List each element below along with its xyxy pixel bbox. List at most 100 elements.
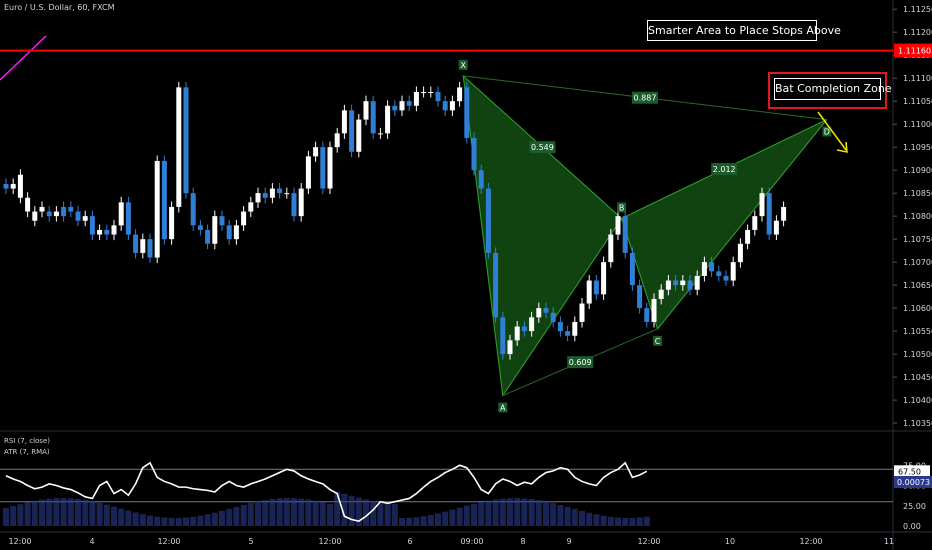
candle-body bbox=[89, 216, 95, 235]
atr-bar bbox=[406, 517, 413, 526]
time-tick-label: 9 bbox=[566, 537, 571, 546]
atr-last-value: 0.00073 bbox=[897, 478, 930, 487]
price-tick-label: 1.11050 bbox=[903, 97, 932, 106]
atr-bar bbox=[298, 498, 305, 526]
candle-body bbox=[428, 91, 434, 93]
time-tick-label: 12:00 bbox=[799, 537, 822, 546]
magenta-trendline bbox=[0, 35, 47, 81]
atr-bar bbox=[528, 499, 535, 526]
pattern-point-d: D bbox=[824, 128, 830, 137]
candle-body bbox=[241, 211, 247, 226]
atr-bar bbox=[557, 504, 564, 526]
arrow-shaft bbox=[817, 111, 847, 151]
candle-body bbox=[370, 101, 376, 134]
ratio-box bbox=[632, 91, 658, 104]
rsi-tick-label: 25.00 bbox=[903, 502, 926, 511]
price-tick-label: 1.11200 bbox=[903, 28, 932, 37]
candle-body bbox=[644, 308, 650, 322]
atr-bar bbox=[550, 503, 557, 526]
atr-bar bbox=[24, 502, 31, 526]
candle-body bbox=[356, 119, 362, 152]
pattern-point-box bbox=[617, 202, 627, 213]
candle-body bbox=[392, 105, 398, 111]
atr-bar bbox=[111, 506, 117, 526]
time-tick-label: 12:00 bbox=[8, 537, 31, 546]
candle-body bbox=[46, 211, 52, 217]
atr-bar bbox=[139, 514, 146, 526]
price-tick-label: 1.10600 bbox=[903, 304, 932, 313]
atr-bar bbox=[60, 498, 67, 526]
candle-body bbox=[651, 298, 657, 322]
candle-body bbox=[507, 340, 513, 355]
candle-body bbox=[284, 193, 290, 195]
atr-bar bbox=[327, 503, 333, 526]
price-tick-label: 1.10850 bbox=[903, 189, 932, 198]
atr-bar bbox=[377, 502, 384, 526]
atr-bar bbox=[247, 503, 254, 526]
atr-bar bbox=[118, 508, 125, 526]
atr-bar bbox=[226, 508, 233, 526]
candle-body bbox=[53, 211, 59, 217]
candle-body bbox=[125, 202, 131, 235]
atr-bar bbox=[355, 497, 362, 526]
candle-body bbox=[363, 101, 369, 120]
atr-bar bbox=[82, 499, 89, 526]
candle-body bbox=[637, 285, 643, 309]
atr-bar bbox=[3, 508, 9, 526]
candle-body bbox=[766, 193, 772, 235]
atr-bar bbox=[370, 500, 377, 526]
candle-body bbox=[421, 91, 427, 93]
atr-bar bbox=[521, 498, 528, 526]
candle-body bbox=[449, 101, 455, 111]
completion-zone-label: Bat Completion Zone bbox=[774, 78, 892, 100]
candle-body bbox=[399, 101, 405, 111]
completion-zone-note[interactable]: Bat Completion Zone bbox=[768, 72, 892, 109]
candle-body bbox=[75, 211, 81, 221]
candle-body bbox=[226, 225, 232, 240]
atr-bar bbox=[161, 517, 168, 526]
atr-bar bbox=[636, 517, 643, 526]
atr-bar bbox=[507, 498, 513, 526]
time-tick-label: 12:00 bbox=[637, 537, 660, 546]
price-tick-label: 1.10550 bbox=[903, 327, 932, 336]
candle-body bbox=[680, 280, 686, 286]
atr-bar bbox=[456, 507, 463, 526]
pattern-bcd bbox=[620, 119, 828, 330]
price-tick-label: 1.10650 bbox=[903, 281, 932, 290]
rsi-label: RSI (7, close) bbox=[4, 437, 50, 445]
candle-body bbox=[377, 133, 383, 135]
candle-body bbox=[737, 243, 743, 263]
atr-bar bbox=[384, 503, 391, 526]
atr-bar bbox=[219, 510, 225, 526]
atr-bar bbox=[175, 517, 182, 526]
price-tick-label: 1.10900 bbox=[903, 166, 932, 175]
atr-bar bbox=[132, 512, 139, 526]
time-tick-label: 10 bbox=[725, 537, 735, 546]
atr-bar bbox=[442, 511, 449, 526]
atr-bar bbox=[643, 516, 650, 526]
candle-body bbox=[97, 229, 103, 235]
atr-bar bbox=[17, 504, 24, 526]
pattern-point-box bbox=[822, 126, 832, 137]
atr-bar bbox=[255, 501, 261, 526]
atr-bar bbox=[629, 517, 636, 526]
ratio-label: 0.609 bbox=[569, 358, 592, 367]
stops-note[interactable]: Smarter Area to Place Stops Above bbox=[647, 20, 841, 41]
atr-bar bbox=[435, 513, 441, 526]
pattern-point-x: X bbox=[460, 61, 466, 70]
candle-body bbox=[543, 308, 549, 313]
atr-bar bbox=[586, 512, 593, 526]
candle-body bbox=[709, 262, 715, 272]
candle-body bbox=[529, 317, 535, 332]
candle-body bbox=[413, 91, 419, 106]
candle-body bbox=[212, 216, 218, 244]
atr-bar bbox=[291, 498, 297, 526]
candle-body bbox=[716, 271, 722, 276]
price-tick-label: 1.10500 bbox=[903, 350, 932, 359]
atr-bar bbox=[312, 500, 319, 526]
candle-body bbox=[3, 183, 9, 189]
atr-bar bbox=[31, 500, 38, 526]
candle-body bbox=[435, 91, 441, 102]
atr-bar bbox=[125, 510, 132, 526]
